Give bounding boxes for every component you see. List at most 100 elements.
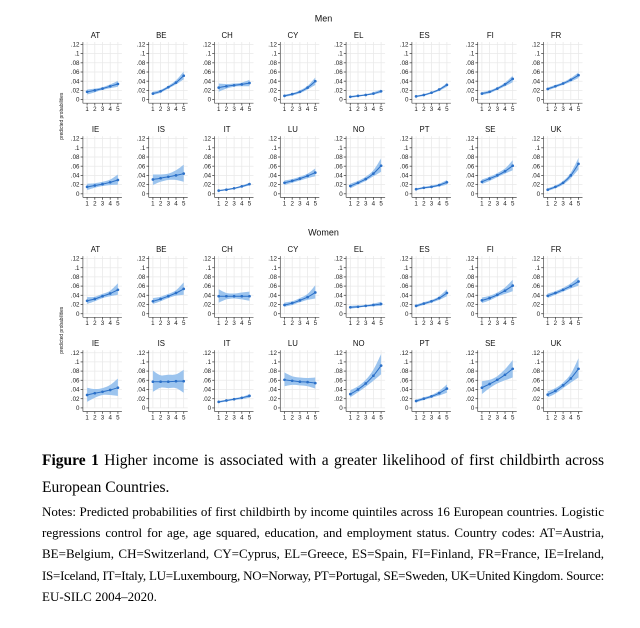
svg-text:.06: .06: [202, 69, 211, 76]
svg-text:3: 3: [430, 200, 434, 207]
svg-text:4: 4: [503, 320, 507, 327]
svg-text:4: 4: [372, 414, 376, 421]
svg-text:1: 1: [414, 106, 418, 113]
svg-text:.08: .08: [202, 154, 211, 161]
svg-text:5: 5: [379, 106, 383, 113]
svg-text:.1: .1: [403, 51, 409, 58]
svg-text:2: 2: [225, 106, 229, 113]
svg-text:.08: .08: [531, 368, 540, 375]
svg-text:.1: .1: [140, 51, 146, 58]
svg-text:.04: .04: [334, 387, 343, 394]
svg-text:.12: .12: [531, 42, 540, 49]
svg-text:.06: .06: [71, 377, 80, 384]
svg-text:5: 5: [182, 200, 186, 207]
svg-text:4: 4: [569, 414, 573, 421]
svg-text:2: 2: [290, 106, 294, 113]
svg-text:.06: .06: [137, 377, 146, 384]
svg-text:.1: .1: [206, 359, 212, 366]
svg-text:2: 2: [554, 106, 558, 113]
svg-text:.08: .08: [531, 60, 540, 67]
svg-text:5: 5: [445, 414, 449, 421]
svg-text:0: 0: [76, 405, 80, 412]
svg-text:0: 0: [273, 311, 277, 318]
svg-text:5: 5: [248, 414, 252, 421]
svg-text:1: 1: [414, 200, 418, 207]
svg-text:FR: FR: [551, 245, 562, 254]
svg-text:.02: .02: [466, 182, 475, 189]
svg-text:0: 0: [208, 97, 212, 104]
svg-text:3: 3: [298, 320, 302, 327]
svg-text:4: 4: [240, 106, 244, 113]
svg-text:.04: .04: [71, 173, 80, 180]
svg-text:5: 5: [116, 320, 120, 327]
svg-text:0: 0: [208, 311, 212, 318]
svg-text:.12: .12: [466, 350, 475, 357]
svg-text:.12: .12: [137, 350, 146, 357]
svg-text:5: 5: [511, 200, 515, 207]
svg-text:UK: UK: [551, 125, 563, 134]
svg-text:2: 2: [290, 200, 294, 207]
svg-text:.04: .04: [268, 173, 277, 180]
svg-text:2: 2: [356, 414, 360, 421]
svg-text:.04: .04: [531, 78, 540, 85]
svg-text:5: 5: [379, 320, 383, 327]
svg-text:PT: PT: [420, 339, 430, 348]
svg-text:CH: CH: [221, 245, 232, 254]
svg-text:AT: AT: [91, 245, 101, 254]
svg-text:.1: .1: [469, 145, 475, 152]
svg-text:.1: .1: [403, 145, 409, 152]
svg-text:.02: .02: [202, 302, 211, 309]
svg-text:0: 0: [471, 311, 475, 318]
svg-text:.1: .1: [338, 265, 344, 272]
svg-text:ES: ES: [419, 31, 429, 40]
svg-text:2: 2: [422, 200, 426, 207]
svg-text:5: 5: [116, 106, 120, 113]
svg-text:.08: .08: [71, 368, 80, 375]
svg-text:.1: .1: [140, 359, 146, 366]
svg-text:1: 1: [546, 320, 550, 327]
svg-text:.1: .1: [535, 145, 541, 152]
svg-text:.1: .1: [206, 145, 212, 152]
svg-text:.02: .02: [531, 182, 540, 189]
svg-text:.06: .06: [334, 69, 343, 76]
svg-text:.06: .06: [400, 163, 409, 170]
svg-text:.12: .12: [71, 256, 80, 263]
svg-text:.08: .08: [466, 60, 475, 67]
svg-text:.08: .08: [531, 274, 540, 281]
svg-text:.12: .12: [71, 136, 80, 143]
svg-text:.12: .12: [334, 350, 343, 357]
svg-text:1: 1: [349, 200, 353, 207]
svg-text:.06: .06: [531, 163, 540, 170]
svg-text:5: 5: [379, 414, 383, 421]
svg-text:.12: .12: [400, 136, 409, 143]
svg-text:UK: UK: [551, 339, 563, 348]
svg-text:.1: .1: [535, 265, 541, 272]
svg-text:1: 1: [85, 320, 89, 327]
svg-text:0: 0: [76, 311, 80, 318]
svg-text:.06: .06: [334, 163, 343, 170]
svg-text:.12: .12: [268, 350, 277, 357]
svg-text:.02: .02: [531, 88, 540, 95]
svg-text:.04: .04: [466, 387, 475, 394]
svg-text:.06: .06: [268, 283, 277, 290]
svg-text:1: 1: [151, 320, 155, 327]
svg-text:.04: .04: [531, 387, 540, 394]
svg-text:.1: .1: [140, 145, 146, 152]
svg-text:1: 1: [151, 200, 155, 207]
svg-text:PT: PT: [420, 125, 430, 134]
svg-text:.06: .06: [531, 377, 540, 384]
svg-text:4: 4: [306, 200, 310, 207]
svg-text:.04: .04: [71, 78, 80, 85]
svg-text:.06: .06: [71, 283, 80, 290]
svg-text:.12: .12: [202, 136, 211, 143]
svg-text:5: 5: [577, 106, 581, 113]
svg-text:5: 5: [182, 106, 186, 113]
svg-text:.12: .12: [466, 256, 475, 263]
svg-text:.04: .04: [137, 78, 146, 85]
svg-text:3: 3: [232, 200, 236, 207]
svg-text:.08: .08: [71, 154, 80, 161]
svg-text:.08: .08: [400, 154, 409, 161]
svg-text:.06: .06: [400, 69, 409, 76]
svg-text:CY: CY: [287, 245, 299, 254]
svg-text:.1: .1: [403, 359, 409, 366]
